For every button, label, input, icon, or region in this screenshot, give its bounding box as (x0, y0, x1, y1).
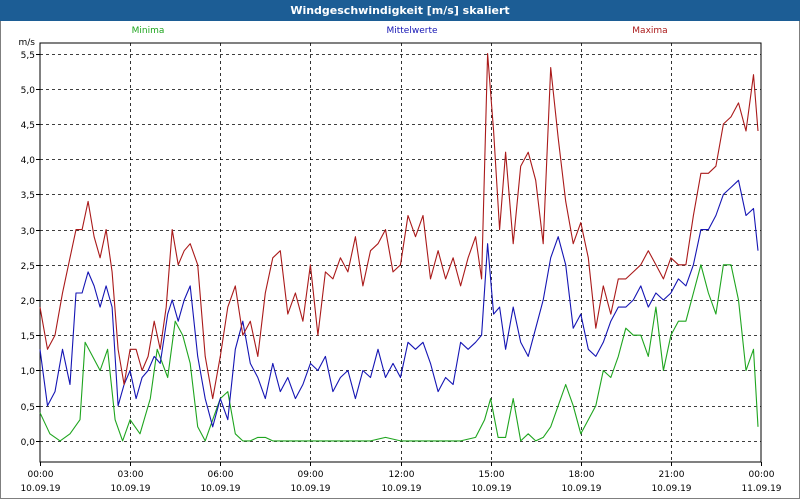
x-tick-date: 10.09.19 (290, 484, 330, 494)
x-tick-time: 00:00 (28, 470, 54, 480)
y-tick-label: 4,5 (21, 121, 35, 131)
window-title: Windgeschwindigkeit [m/s] skaliert (0, 0, 800, 21)
y-tick-label: 1,5 (21, 332, 35, 342)
y-tick-label: 2,0 (21, 297, 36, 307)
x-tick-date: 10.09.19 (381, 484, 421, 494)
series-line-min (39, 264, 759, 442)
y-axis-label: m/s (19, 38, 36, 48)
x-tick-time: 15:00 (479, 470, 505, 480)
series-line-max (39, 53, 759, 400)
legend-mean: Mittelwerte (386, 26, 437, 36)
y-tick-label: 3,0 (21, 227, 36, 237)
x-tick-time: 00:00 (749, 470, 775, 480)
y-tick-label: 5,5 (21, 51, 35, 61)
x-tick-time: 12:00 (389, 470, 415, 480)
x-tick-time: 06:00 (208, 470, 234, 480)
series-line-mean (39, 179, 759, 428)
legend-max: Maxima (632, 26, 667, 36)
wind-speed-chart: 0,0 0,5 1,0 1,5 2,0 2,5 3,0 3,5 4,0 4,5 5,0 5,5 m/s 0… (19, 26, 782, 494)
x-tick-date: 10.09.19 (20, 484, 60, 494)
chart-frame: 0,0 0,5 1,0 1,5 2,0 2,5 3,0 3,5 4,0 4,5 5,0 5,5 m/s 0… (0, 21, 800, 499)
y-tick-label: 5,0 (21, 86, 36, 96)
x-tick-date: 11.09.19 (741, 484, 781, 494)
x-tick-time: 18:00 (569, 470, 595, 480)
y-tick-label: 0,5 (21, 403, 35, 413)
y-tick-label: 1,0 (21, 367, 36, 377)
x-tick-date: 10.09.19 (200, 484, 240, 494)
x-tick-time: 09:00 (298, 470, 324, 480)
x-tick-time: 03:00 (118, 470, 144, 480)
x-tick-date: 10.09.19 (110, 484, 150, 494)
x-tick-date: 10.09.19 (651, 484, 691, 494)
y-tick-label: 0,0 (21, 438, 36, 448)
x-tick-time: 21:00 (659, 470, 685, 480)
y-tick-label: 4,0 (21, 156, 36, 166)
x-tick-date: 10.09.19 (561, 484, 601, 494)
y-tick-label: 2,5 (21, 262, 35, 272)
x-tick-date: 10.09.19 (471, 484, 511, 494)
y-tick-label: 3,5 (21, 191, 35, 201)
plot-area (39, 42, 762, 463)
legend-min: Minima (132, 26, 165, 36)
